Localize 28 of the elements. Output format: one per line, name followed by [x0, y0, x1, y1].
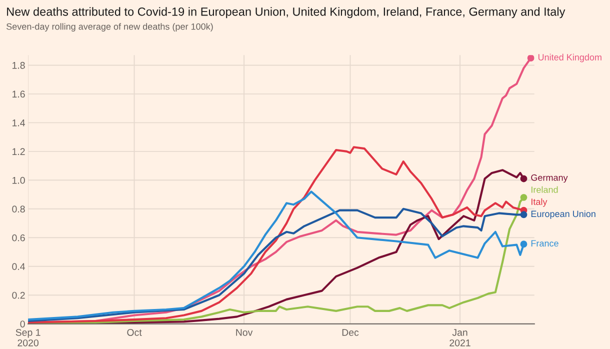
point: [520, 175, 528, 182]
y-tick-label: 0.8: [12, 206, 25, 213]
y-tick-label: 0: [20, 320, 25, 328]
x-tick-label: Jan 2021: [450, 329, 470, 346]
series-label: Ireland: [532, 186, 558, 193]
series-label: Italy: [532, 198, 548, 207]
x-tick-label: Nov: [236, 329, 253, 336]
x-tick-label: Oct: [127, 328, 142, 336]
x-tick-label: Sep 1 2020: [16, 328, 40, 346]
y-tick-label: 1.2: [12, 148, 25, 155]
point: [520, 240, 528, 248]
series-label: United Kingdom: [538, 54, 602, 62]
point: [520, 211, 528, 218]
series-label: France: [531, 240, 558, 247]
y-tick-label: 1.4: [12, 120, 25, 126]
series-label: Germany: [531, 174, 568, 183]
chart-subtitle: Seven-day rolling average of new deaths (per 100k): [6, 23, 213, 32]
y-tick-label: 1.8: [12, 62, 25, 69]
series-label: European Union: [531, 210, 596, 219]
y-tick-label: 0.2: [12, 292, 25, 299]
y-tick-label: 0.6: [12, 234, 25, 242]
x-tick-label: Dec: [342, 329, 359, 336]
point: [520, 194, 528, 201]
y-tick-label: 1.0: [12, 176, 25, 184]
y-tick-label: 1.6: [12, 90, 25, 98]
y-tick-label: 0.4: [12, 263, 25, 270]
chart-title: New deaths attributed to Covid-19 in European Union, United Kingdom, Ireland, France, Germany and Italy: [7, 7, 566, 18]
point: [527, 55, 534, 62]
